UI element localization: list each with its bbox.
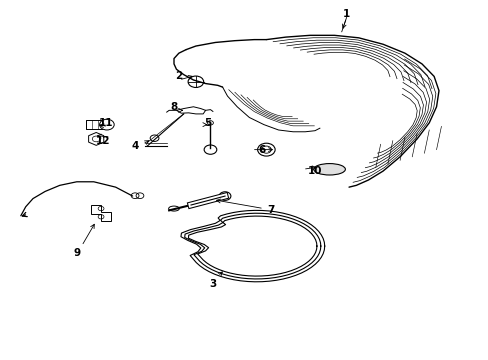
Circle shape (100, 119, 114, 130)
Circle shape (219, 192, 230, 201)
Text: 4: 4 (131, 141, 139, 151)
Text: 7: 7 (267, 205, 274, 215)
Circle shape (188, 76, 203, 87)
Polygon shape (176, 107, 205, 114)
Text: 2: 2 (175, 71, 182, 81)
Text: 3: 3 (209, 279, 216, 289)
Ellipse shape (168, 206, 179, 211)
Circle shape (150, 135, 159, 141)
Circle shape (257, 143, 275, 156)
Text: 1: 1 (342, 9, 349, 19)
Text: 12: 12 (96, 136, 110, 146)
Text: 9: 9 (73, 248, 80, 258)
Text: 8: 8 (170, 102, 177, 112)
Circle shape (207, 121, 213, 125)
Text: 5: 5 (204, 118, 211, 128)
Text: 6: 6 (257, 145, 264, 155)
Circle shape (203, 145, 216, 154)
Polygon shape (91, 205, 111, 221)
Ellipse shape (313, 163, 345, 175)
Bar (86, 120, 107, 129)
Text: 10: 10 (307, 166, 322, 176)
Text: 11: 11 (99, 118, 113, 128)
